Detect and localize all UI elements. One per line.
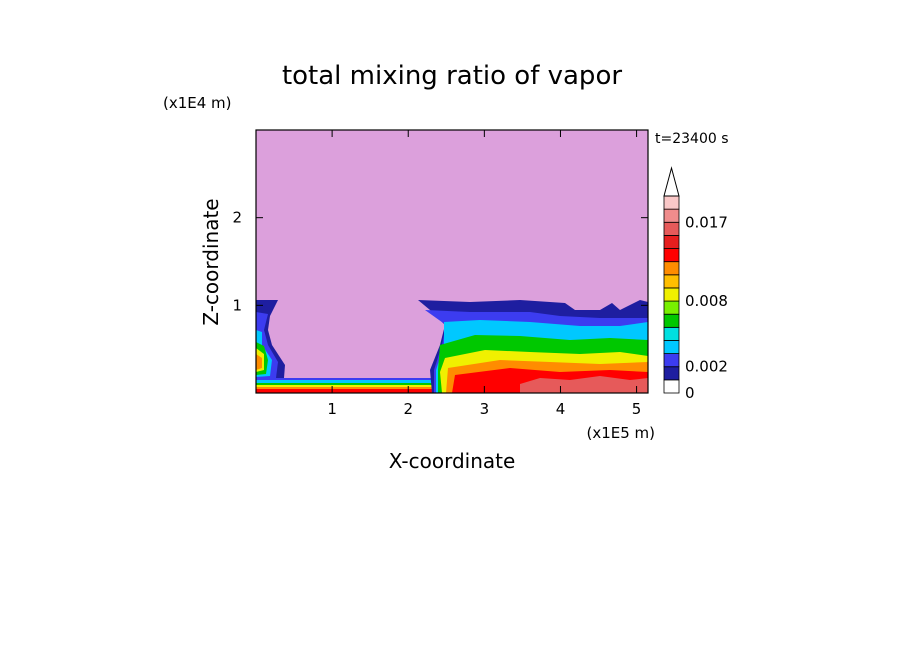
colorbar: 0 0.002 0.008 0.017 — [663, 166, 728, 402]
colorbar-tick-label: 0 — [685, 384, 695, 402]
colorbar-level — [663, 221, 680, 236]
plot-frame — [255, 129, 649, 394]
colorbar-level — [663, 366, 680, 381]
y-tick-label: 2 — [232, 209, 242, 227]
contour-band-right-pink — [520, 376, 648, 393]
colorbar-level — [663, 287, 680, 302]
colorbar-level — [663, 274, 680, 289]
colorbar-extend-arrow — [663, 166, 680, 197]
colorbar-level — [663, 379, 680, 394]
colorbar-tick-label: 0.008 — [685, 292, 728, 310]
colorbar-level — [663, 261, 680, 276]
x-tick-label: 1 — [327, 400, 337, 418]
colorbar-level — [663, 340, 680, 355]
colorbar-level — [663, 195, 680, 210]
surface-layer-orange — [256, 387, 456, 389]
colorbar-level — [663, 234, 680, 249]
y-ticks: 12 — [232, 209, 648, 314]
colorbar-level — [663, 353, 680, 368]
contour-band-left-orange — [256, 354, 262, 370]
chart-title: total mixing ratio of vapor — [282, 61, 622, 91]
colorbar-tick-label: 0.002 — [685, 358, 728, 376]
contour-field — [256, 130, 648, 393]
colorbar-level — [663, 313, 680, 328]
y-tick-label: 1 — [232, 296, 242, 314]
x-tick-label: 4 — [556, 400, 566, 418]
y-unit-label: (x1E4 m) — [163, 94, 232, 112]
x-unit-label: (x1E5 m) — [586, 424, 655, 442]
colorbar-tick-label: 0.017 — [685, 213, 728, 231]
colorbar-level — [663, 208, 680, 223]
x-ticks: 1 2 3 4 5 — [327, 130, 641, 418]
x-tick-label: 3 — [480, 400, 490, 418]
time-label: t=23400 s — [655, 131, 729, 147]
y-axis-label: Z-coordinate — [199, 198, 223, 325]
surface-layer-green — [256, 383, 456, 385]
colorbar-level — [663, 248, 680, 263]
surface-layer-yellow — [256, 385, 456, 387]
colorbar-level — [663, 300, 680, 315]
x-tick-label: 2 — [403, 400, 413, 418]
x-axis-label: X-coordinate — [389, 449, 516, 473]
colorbar-level — [663, 326, 680, 341]
x-tick-label: 5 — [632, 400, 642, 418]
surface-layer-cyan — [256, 380, 456, 383]
